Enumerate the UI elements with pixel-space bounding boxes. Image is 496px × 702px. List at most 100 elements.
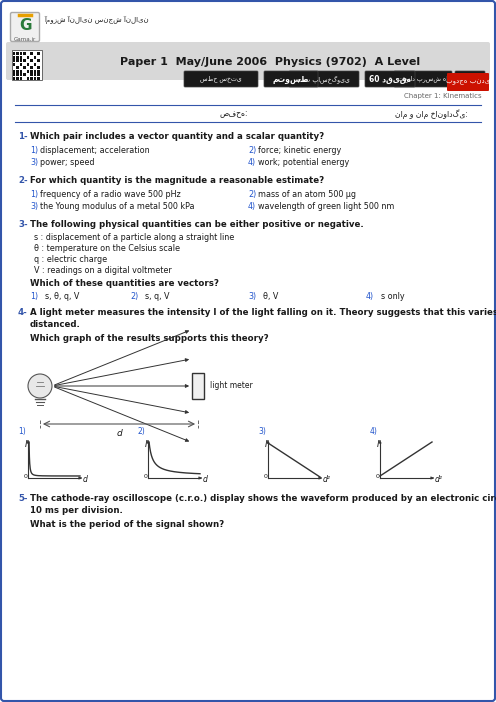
Bar bbox=[37, 52, 40, 55]
Text: d²: d² bbox=[435, 475, 443, 484]
Text: Gama.ir: Gama.ir bbox=[14, 37, 36, 42]
Text: θ, V: θ, V bbox=[258, 292, 278, 301]
Text: The following physical quantities can be either positive or negative.: The following physical quantities can be… bbox=[30, 220, 364, 229]
Text: مدت پاسخگویی: مدت پاسخگویی bbox=[298, 75, 350, 83]
Bar bbox=[16, 55, 19, 58]
Bar bbox=[8, 6, 488, 42]
Text: 4): 4) bbox=[248, 202, 256, 211]
Text: 40: 40 bbox=[465, 74, 475, 84]
Text: G: G bbox=[19, 18, 31, 34]
Text: θ : temperature on the Celsius scale: θ : temperature on the Celsius scale bbox=[34, 244, 180, 253]
Text: I: I bbox=[144, 440, 147, 449]
Text: 3): 3) bbox=[30, 158, 38, 167]
Bar bbox=[16, 73, 19, 76]
Text: 0: 0 bbox=[143, 474, 147, 479]
Bar bbox=[26, 77, 29, 79]
Bar bbox=[16, 52, 19, 55]
Text: s, q, V: s, q, V bbox=[140, 292, 170, 301]
Text: 3): 3) bbox=[248, 292, 256, 301]
Circle shape bbox=[28, 374, 52, 398]
Text: تعداد پرسش ها: تعداد پرسش ها bbox=[398, 76, 448, 82]
Text: Which of these quantities are vectors?: Which of these quantities are vectors? bbox=[30, 279, 219, 288]
Bar bbox=[26, 62, 29, 65]
Bar bbox=[19, 55, 22, 58]
Text: Paper 1  May/June 2006  Physics (9702)  A Level: Paper 1 May/June 2006 Physics (9702) A L… bbox=[120, 57, 420, 67]
Text: 4-: 4- bbox=[18, 308, 28, 317]
Text: q : electric charge: q : electric charge bbox=[34, 255, 107, 264]
Text: force; kinetic energy: force; kinetic energy bbox=[258, 146, 341, 155]
Text: 1-: 1- bbox=[18, 132, 28, 141]
Text: displacement; acceleration: displacement; acceleration bbox=[40, 146, 150, 155]
Bar bbox=[23, 66, 26, 69]
Bar bbox=[37, 59, 40, 62]
Bar bbox=[34, 69, 36, 72]
Bar bbox=[16, 69, 19, 72]
FancyBboxPatch shape bbox=[365, 71, 415, 87]
Text: A light meter measures the intensity I of the light falling on it. Theory sugges: A light meter measures the intensity I o… bbox=[30, 308, 496, 317]
Bar bbox=[12, 59, 15, 62]
FancyBboxPatch shape bbox=[264, 71, 318, 87]
Text: light meter: light meter bbox=[210, 381, 253, 390]
Bar bbox=[19, 73, 22, 76]
Text: 0: 0 bbox=[263, 474, 267, 479]
Text: d²: d² bbox=[323, 475, 331, 484]
Bar bbox=[23, 59, 26, 62]
Text: I: I bbox=[264, 440, 267, 449]
Text: What is the period of the signal shown?: What is the period of the signal shown? bbox=[30, 520, 224, 529]
Bar bbox=[12, 77, 15, 79]
Text: s only: s only bbox=[376, 292, 405, 301]
Bar bbox=[192, 373, 204, 399]
Text: متوسط: متوسط bbox=[273, 74, 309, 84]
Bar bbox=[30, 66, 33, 69]
Text: 10 ms per division.: 10 ms per division. bbox=[30, 506, 123, 515]
Text: 0: 0 bbox=[375, 474, 379, 479]
Bar bbox=[30, 77, 33, 79]
Text: 2-: 2- bbox=[18, 176, 28, 185]
Text: 2): 2) bbox=[248, 190, 256, 199]
Text: s, θ, q, V: s, θ, q, V bbox=[40, 292, 79, 301]
Text: 2): 2) bbox=[248, 146, 256, 155]
Text: 4): 4) bbox=[370, 427, 378, 436]
Bar bbox=[26, 69, 29, 72]
Bar bbox=[30, 52, 33, 55]
Bar bbox=[12, 50, 42, 80]
Text: آموزش آنلاین سنجش آنلاین: آموزش آنلاین سنجش آنلاین bbox=[44, 16, 149, 24]
Bar bbox=[19, 62, 22, 65]
Bar bbox=[16, 77, 19, 79]
Text: سطح سختی: سطح سختی bbox=[200, 76, 242, 82]
Bar bbox=[34, 73, 36, 76]
Bar bbox=[16, 59, 19, 62]
FancyBboxPatch shape bbox=[394, 71, 452, 87]
FancyBboxPatch shape bbox=[6, 42, 490, 80]
Text: d: d bbox=[116, 429, 122, 438]
Text: 1): 1) bbox=[18, 427, 26, 436]
Bar bbox=[37, 66, 40, 69]
Text: work; potential energy: work; potential energy bbox=[258, 158, 349, 167]
Text: 5-: 5- bbox=[18, 494, 27, 503]
Text: 2): 2) bbox=[130, 292, 138, 301]
Bar bbox=[34, 77, 36, 79]
Bar bbox=[19, 59, 22, 62]
Bar bbox=[26, 55, 29, 58]
Bar bbox=[30, 73, 33, 76]
Text: 2): 2) bbox=[138, 427, 146, 436]
Text: V : readings on a digital voltmeter: V : readings on a digital voltmeter bbox=[34, 266, 172, 275]
Text: 3-: 3- bbox=[18, 220, 28, 229]
Text: 3): 3) bbox=[258, 427, 266, 436]
Bar bbox=[34, 62, 36, 65]
Text: صفحه:: صفحه: bbox=[220, 110, 248, 119]
Bar bbox=[12, 62, 15, 65]
Text: 1): 1) bbox=[30, 292, 38, 301]
FancyBboxPatch shape bbox=[447, 73, 489, 91]
Bar bbox=[34, 55, 36, 58]
Text: frequency of a radio wave 500 pHz: frequency of a radio wave 500 pHz bbox=[40, 190, 181, 199]
Text: the Young modulus of a metal 500 kPa: the Young modulus of a metal 500 kPa bbox=[40, 202, 194, 211]
Text: 1): 1) bbox=[30, 190, 38, 199]
Text: I: I bbox=[376, 440, 379, 449]
Text: 3): 3) bbox=[30, 202, 38, 211]
Text: d: d bbox=[203, 475, 208, 484]
FancyBboxPatch shape bbox=[455, 71, 485, 87]
FancyBboxPatch shape bbox=[10, 13, 40, 41]
Bar bbox=[30, 59, 33, 62]
Text: 4): 4) bbox=[366, 292, 374, 301]
